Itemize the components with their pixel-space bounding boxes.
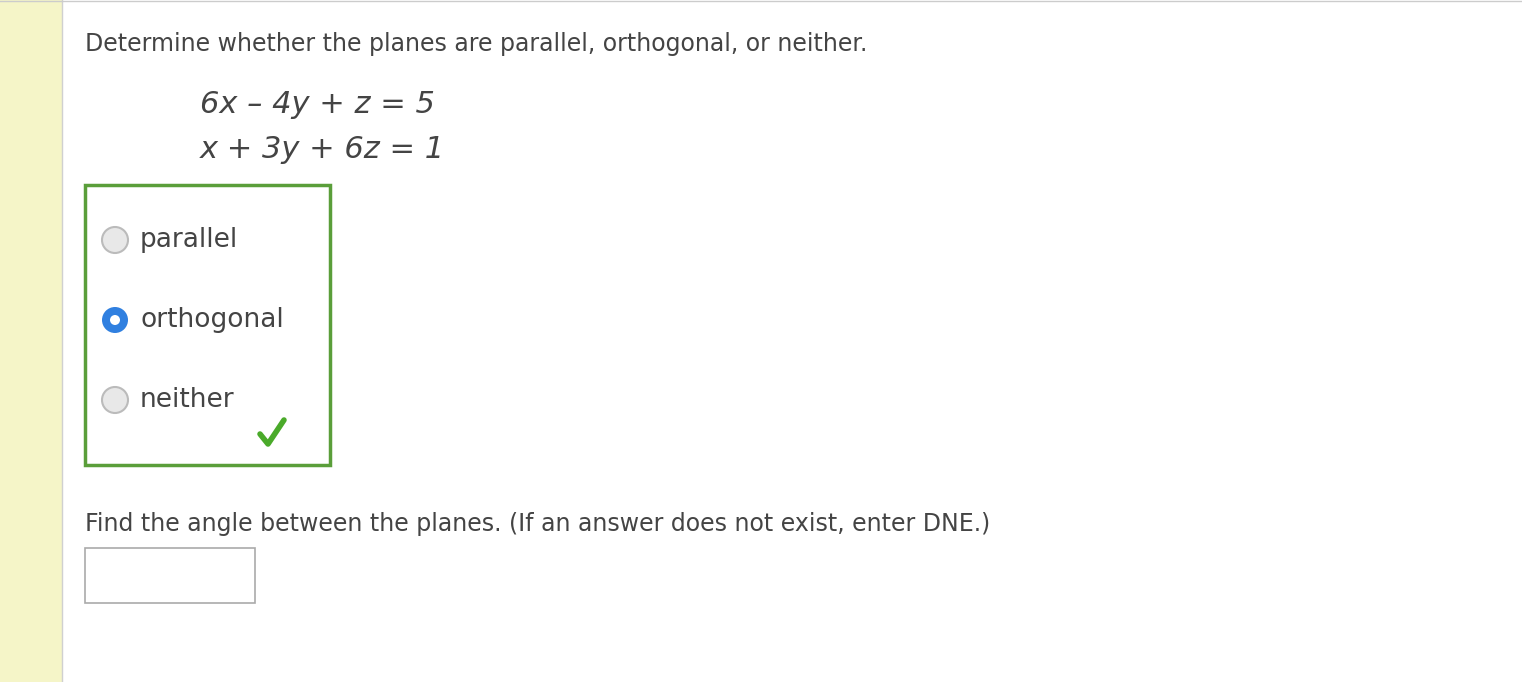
Circle shape (102, 307, 128, 333)
Text: orthogonal: orthogonal (140, 307, 283, 333)
Bar (85, 548, 256, 603)
Bar (85, 185, 330, 465)
Circle shape (102, 227, 128, 253)
Text: parallel: parallel (140, 227, 239, 253)
Bar (0, 0, 62, 682)
Text: x + 3y + 6z = 1: x + 3y + 6z = 1 (199, 135, 444, 164)
Text: Find the angle between the planes. (If an answer does not exist, enter DNE.): Find the angle between the planes. (If a… (85, 512, 991, 536)
Text: 6x – 4y + z = 5: 6x – 4y + z = 5 (199, 90, 435, 119)
Text: Determine whether the planes are parallel, orthogonal, or neither.: Determine whether the planes are paralle… (85, 32, 868, 56)
Circle shape (102, 387, 128, 413)
Circle shape (110, 315, 120, 325)
Text: neither: neither (140, 387, 234, 413)
